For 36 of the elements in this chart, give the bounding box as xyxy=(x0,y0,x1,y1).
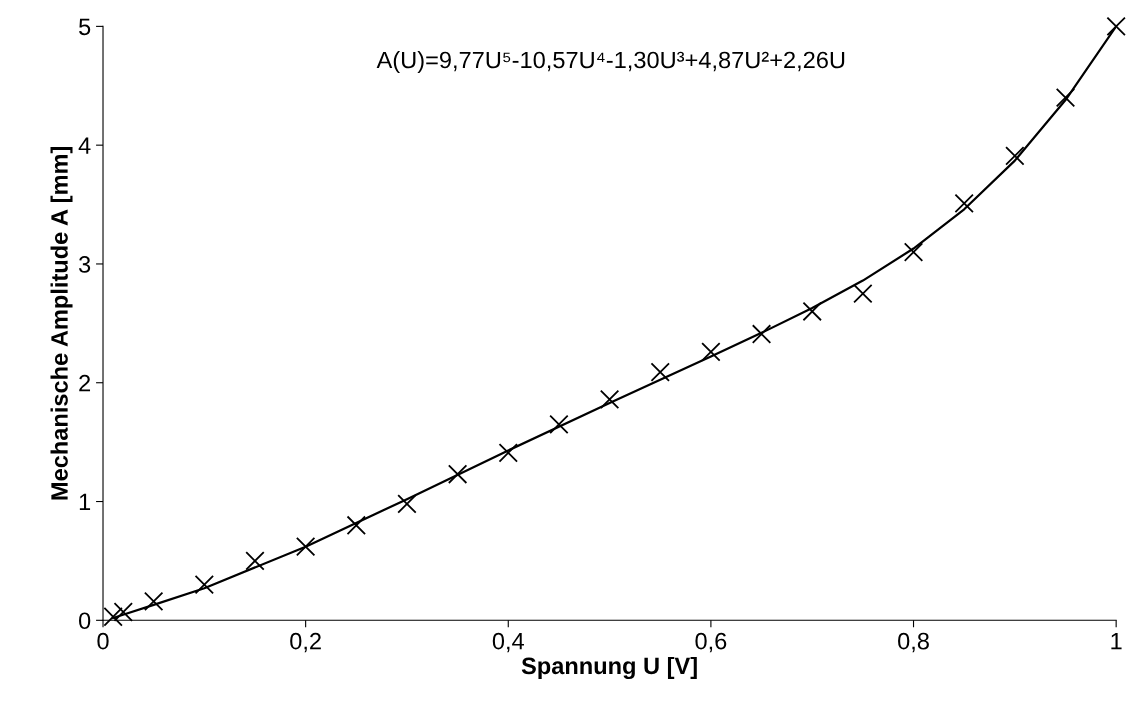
point xyxy=(447,464,468,484)
point xyxy=(1055,87,1076,108)
point xyxy=(1005,146,1025,166)
y-tick-label: 4 xyxy=(78,137,91,154)
point xyxy=(245,551,265,571)
x-tick-label: 0,8 xyxy=(898,632,929,653)
point xyxy=(346,515,366,535)
point xyxy=(143,591,164,611)
x-tick-label: 0,6 xyxy=(695,632,727,653)
point xyxy=(295,536,316,557)
x-tick-label: 0,4 xyxy=(492,632,524,653)
x-tick-label: 1 xyxy=(1111,632,1122,650)
point xyxy=(903,242,924,262)
x-axis-title: Spannung U [V] xyxy=(521,656,697,680)
point xyxy=(1106,16,1126,37)
y-tick-label: 5 xyxy=(79,18,91,36)
y-axis-title: Mechanische Amplitude A [mm] xyxy=(50,146,73,500)
point xyxy=(853,283,873,304)
annotation: A(U)=9,77U⁵-10,57U⁴-1,30U³+4,87U²+2,26U xyxy=(376,51,845,74)
point xyxy=(650,362,670,382)
x-tick-label: 0 xyxy=(97,632,109,650)
point xyxy=(954,193,974,214)
point xyxy=(599,389,620,410)
point xyxy=(751,324,772,344)
point xyxy=(802,301,822,322)
y-tick-label: 0 xyxy=(79,612,91,630)
y-tick-label: 1 xyxy=(79,493,91,511)
point xyxy=(498,443,518,463)
y-tick-label: 2 xyxy=(79,374,91,392)
point xyxy=(701,342,721,362)
point xyxy=(549,414,569,435)
y-tick-label: 3 xyxy=(78,256,91,273)
point xyxy=(103,607,123,627)
x-tick-label: 0,2 xyxy=(290,632,321,653)
point xyxy=(397,494,417,514)
point xyxy=(194,574,215,595)
